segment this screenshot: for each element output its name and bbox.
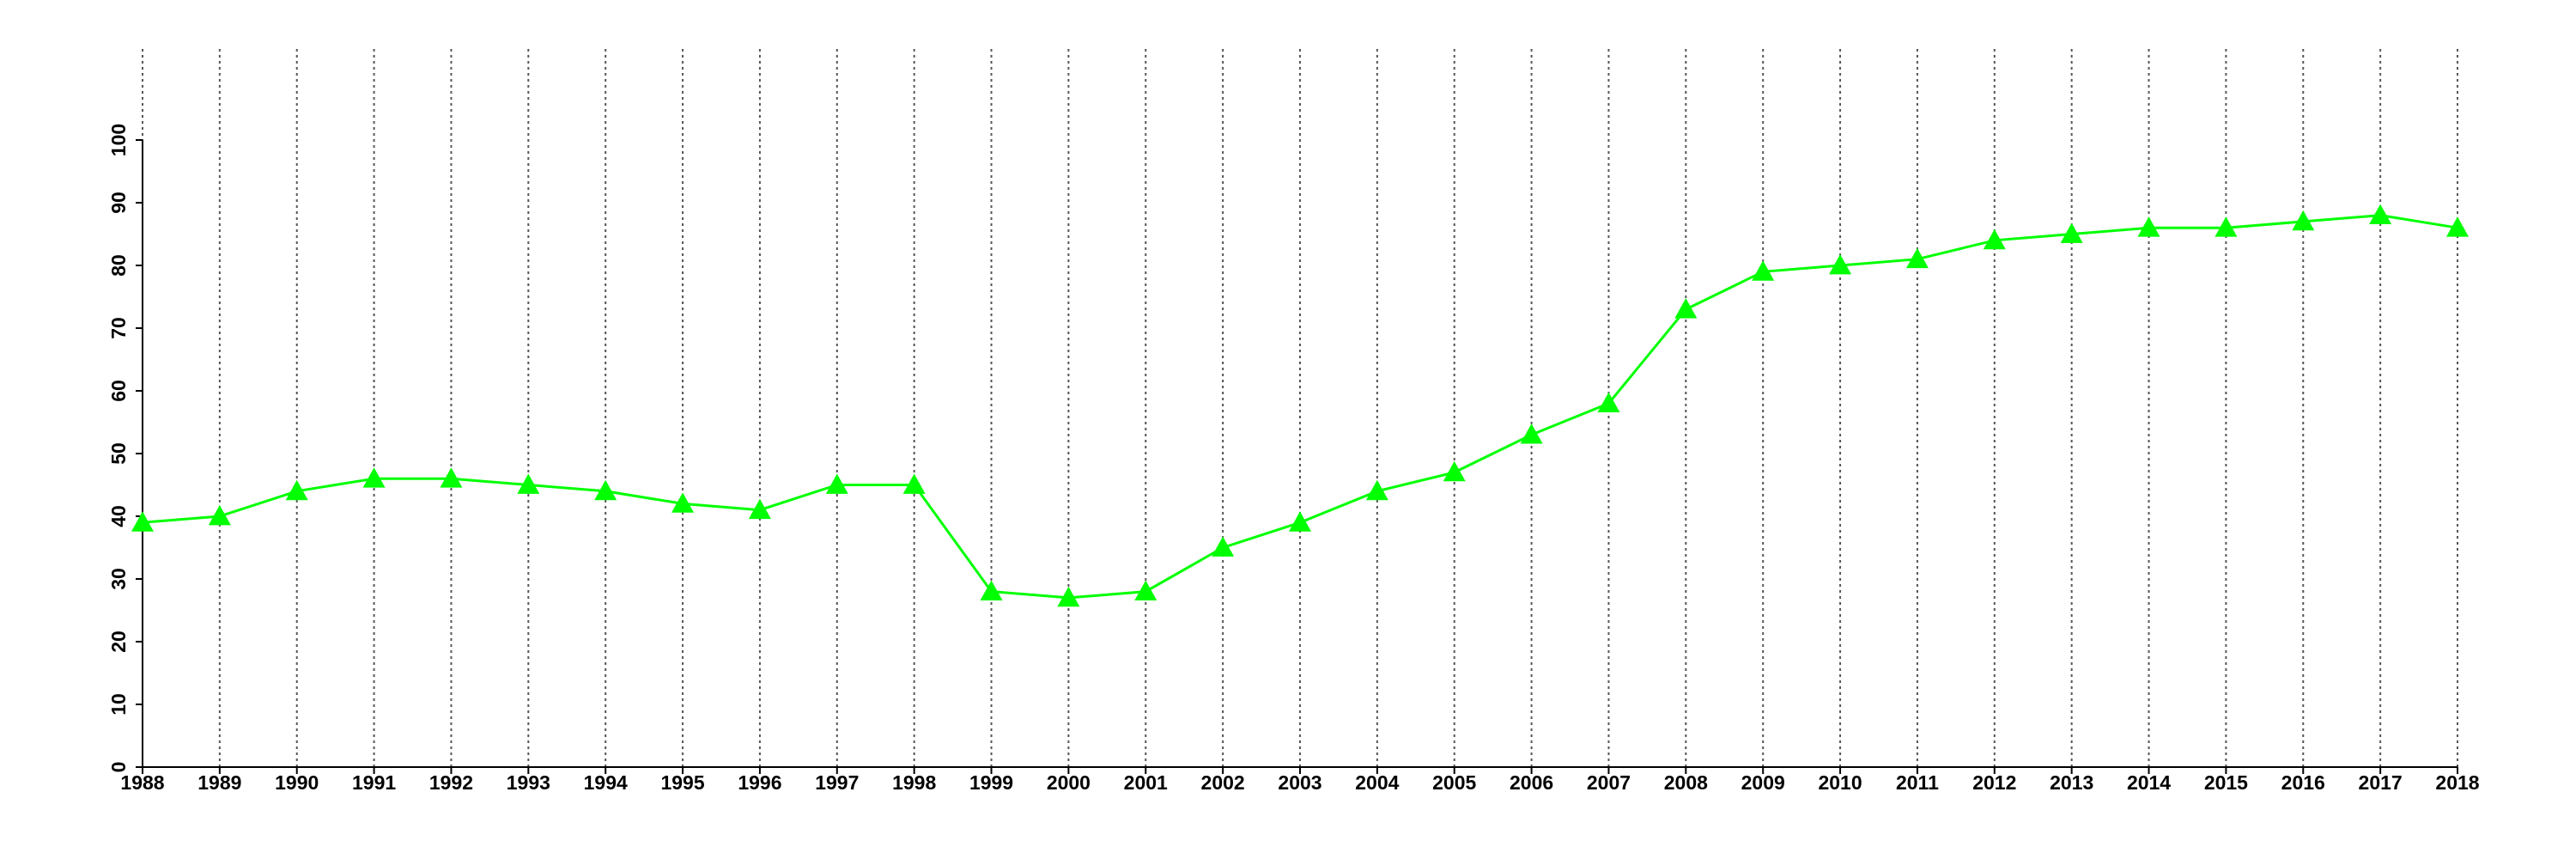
x-tick-label: 1993: [507, 771, 550, 794]
data-marker: [1212, 536, 1235, 557]
data-marker: [1520, 423, 1543, 444]
x-tick-label: 1999: [969, 771, 1013, 794]
x-tick-label: 2010: [1818, 771, 1862, 794]
x-tick-label: 1994: [584, 771, 628, 794]
data-marker: [1443, 460, 1466, 482]
data-marker: [440, 467, 463, 488]
x-tick-label: 2003: [1278, 771, 1321, 794]
data-marker: [2060, 222, 2083, 243]
x-tick-label: 1990: [275, 771, 319, 794]
y-tick-label: 80: [107, 254, 130, 277]
data-marker: [671, 492, 695, 513]
data-marker: [1134, 580, 1157, 600]
data-marker: [1289, 511, 1311, 532]
data-marker: [2137, 216, 2160, 237]
x-tick-label: 1992: [429, 771, 473, 794]
data-marker: [131, 511, 154, 532]
x-tick-label: 2001: [1124, 771, 1168, 794]
data-marker: [2369, 204, 2392, 224]
x-tick-label: 2006: [1510, 771, 1553, 794]
x-tick-label: 2008: [1664, 771, 1708, 794]
x-tick-label: 1998: [892, 771, 936, 794]
x-tick-label: 1989: [197, 771, 241, 794]
x-tick-label: 2018: [2435, 771, 2479, 794]
x-tick-label: 2013: [2050, 771, 2093, 794]
y-tick-label: 90: [107, 192, 130, 214]
data-marker: [748, 498, 771, 520]
data-marker: [362, 467, 386, 488]
x-tick-label: 2004: [1355, 771, 1399, 794]
data-marker: [1597, 392, 1620, 412]
data-marker: [2215, 216, 2238, 237]
y-tick-label: 70: [107, 317, 130, 339]
data-marker: [980, 580, 1003, 600]
x-tick-label: 1991: [352, 771, 396, 794]
data-marker: [1365, 479, 1388, 501]
y-tick-label: 10: [107, 693, 130, 716]
x-tick-label: 1997: [815, 771, 859, 794]
x-tick-label: 1988: [120, 771, 164, 794]
data-marker: [285, 479, 308, 501]
x-tick-label: 2007: [1587, 771, 1631, 794]
x-tick-label: 2014: [2127, 771, 2171, 794]
y-tick-label: 100: [107, 124, 130, 156]
x-tick-label: 2012: [1972, 771, 2016, 794]
x-tick-label: 2017: [2359, 771, 2403, 794]
x-tick-label: 1995: [660, 771, 704, 794]
y-tick-label: 50: [107, 442, 130, 465]
data-marker: [1983, 228, 2006, 250]
x-tick-label: 2005: [1432, 771, 1476, 794]
data-marker: [1752, 260, 1775, 281]
data-marker: [517, 473, 540, 494]
y-tick-label: 0: [107, 762, 130, 773]
data-marker: [902, 473, 926, 494]
data-marker: [1905, 247, 1929, 269]
x-tick-label: 2011: [1896, 771, 1939, 794]
x-tick-label: 2000: [1047, 771, 1091, 794]
data-marker: [2292, 210, 2315, 231]
x-tick-label: 2002: [1201, 771, 1245, 794]
data-marker: [1829, 254, 1852, 275]
x-tick-label: 2009: [1741, 771, 1785, 794]
y-tick-label: 40: [107, 505, 130, 527]
data-marker: [1057, 586, 1080, 607]
data-marker: [1674, 298, 1698, 319]
x-tick-label: 2015: [2204, 771, 2248, 794]
y-tick-label: 60: [107, 380, 130, 402]
data-marker: [2446, 216, 2469, 237]
data-marker: [208, 505, 231, 526]
y-tick-label: 30: [107, 568, 130, 590]
data-marker: [825, 473, 848, 494]
x-tick-label: 1996: [738, 771, 781, 794]
y-tick-label: 20: [107, 631, 130, 653]
x-tick-label: 2016: [2281, 771, 2325, 794]
data-marker: [594, 479, 617, 501]
